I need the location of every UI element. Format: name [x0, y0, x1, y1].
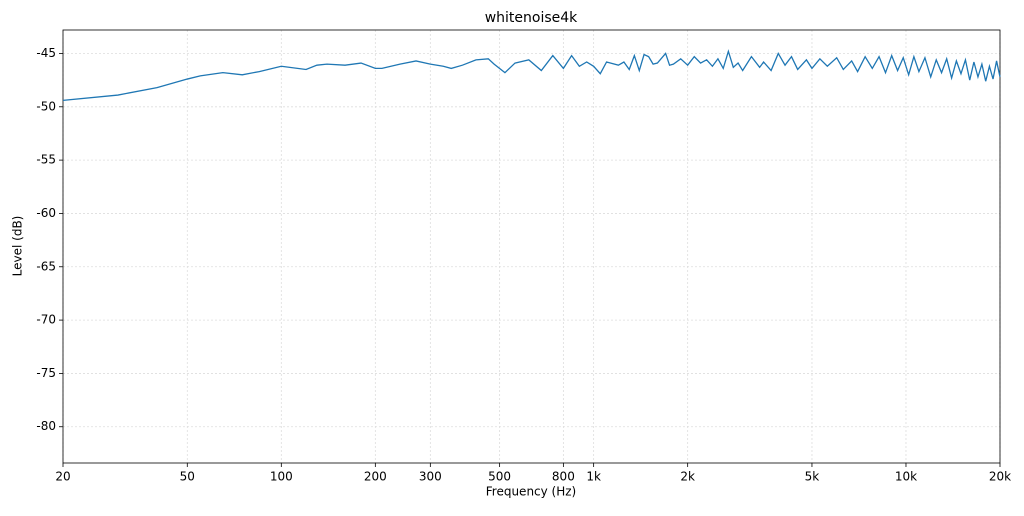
chart-title: whitenoise4k [485, 10, 578, 26]
y-tick-label: -55 [36, 153, 56, 167]
x-tick-label: 5k [805, 470, 820, 484]
plot-frame [62, 29, 1001, 464]
y-tick-label: -75 [36, 366, 56, 380]
y-tick-label: -70 [36, 313, 56, 327]
x-axis-label: Frequency (Hz) [486, 485, 577, 499]
x-tick-label: 2k [680, 470, 695, 484]
line-series [62, 49, 1001, 102]
x-tick-label: 500 [488, 470, 511, 484]
x-tick-label: 200 [364, 470, 387, 484]
y-tick-label: -60 [36, 206, 56, 220]
y-tick-label: -50 [36, 99, 56, 113]
x-tick-label: 20k [989, 470, 1011, 484]
y-axis-label: Level (dB) [11, 216, 25, 277]
x-tick-label: 800 [552, 470, 575, 484]
x-tick-label: 300 [419, 470, 442, 484]
y-tick-label: -65 [36, 259, 56, 273]
x-tick-label: 100 [270, 470, 293, 484]
x-tick-label: 10k [895, 470, 917, 484]
x-tick-label: 1k [586, 470, 601, 484]
x-tick-label: 50 [180, 470, 195, 484]
y-tick-label: -45 [36, 46, 56, 60]
x-tick-label: 20 [55, 470, 70, 484]
y-tick-label: -80 [36, 419, 56, 433]
